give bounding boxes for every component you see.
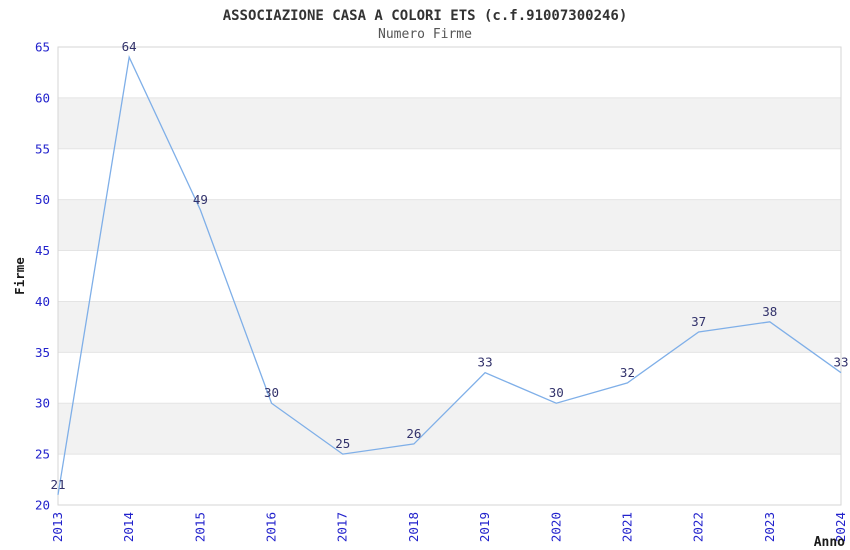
chart-subtitle: Numero Firme	[378, 27, 472, 42]
x-axis-title: Anno	[814, 535, 845, 550]
data-label: 33	[833, 355, 848, 370]
x-tick-label: 2021	[619, 512, 634, 542]
band	[58, 301, 841, 353]
data-label: 26	[406, 426, 421, 441]
y-tick-label: 20	[35, 498, 50, 513]
data-label: 32	[620, 365, 635, 380]
grid-lines	[58, 97, 841, 455]
data-label: 64	[122, 39, 137, 54]
band	[58, 199, 841, 251]
x-tick-label: 2016	[264, 512, 279, 542]
y-tick-label: 35	[35, 345, 50, 360]
y-tick-label: 45	[35, 243, 50, 258]
x-tick-label: 2019	[477, 512, 492, 542]
band	[58, 403, 841, 455]
y-tick-label: 30	[35, 396, 50, 411]
x-tick-label: 2013	[50, 512, 65, 542]
x-axis-tick-labels: 2013 2014 2015 2016 2017 2018 2019 2020 2021 2022…	[50, 512, 848, 542]
band	[58, 97, 841, 149]
plot-bands	[58, 97, 841, 455]
x-tick-label: 2015	[192, 512, 207, 542]
data-label: 33	[478, 355, 493, 370]
x-tick-label: 2014	[121, 512, 136, 542]
y-tick-label: 60	[35, 90, 50, 105]
y-tick-label: 55	[35, 141, 50, 156]
x-tick-label: 2023	[762, 512, 777, 542]
data-label: 37	[691, 314, 706, 329]
x-tick-label: 2017	[335, 512, 350, 542]
data-point-labels: 21 64 49 30 25 26 33 30 32 37 38 33	[50, 39, 848, 492]
y-axis-title: Firme	[12, 257, 27, 295]
x-tick-label: 2022	[691, 512, 706, 542]
y-axis-tick-labels: 20 25 30 35 40 45 50 55 60 65	[35, 40, 50, 513]
data-label: 30	[549, 385, 564, 400]
plot-border	[57, 46, 842, 506]
x-tick-label: 2020	[548, 512, 563, 542]
x-tick-label: 2018	[406, 512, 421, 542]
x-tick-label: 2024	[833, 512, 848, 542]
data-label: 49	[193, 192, 208, 207]
data-label: 21	[50, 477, 65, 492]
data-label: 25	[335, 436, 350, 451]
data-label: 30	[264, 385, 279, 400]
data-label: 38	[762, 304, 777, 319]
data-line	[57, 54, 842, 495]
chart-title: ASSOCIAZIONE CASA A COLORI ETS (c.f.9100…	[223, 8, 628, 24]
y-tick-label: 40	[35, 294, 50, 309]
y-tick-label: 50	[35, 192, 50, 207]
y-tick-label: 25	[35, 447, 50, 462]
y-tick-label: 65	[35, 40, 50, 55]
